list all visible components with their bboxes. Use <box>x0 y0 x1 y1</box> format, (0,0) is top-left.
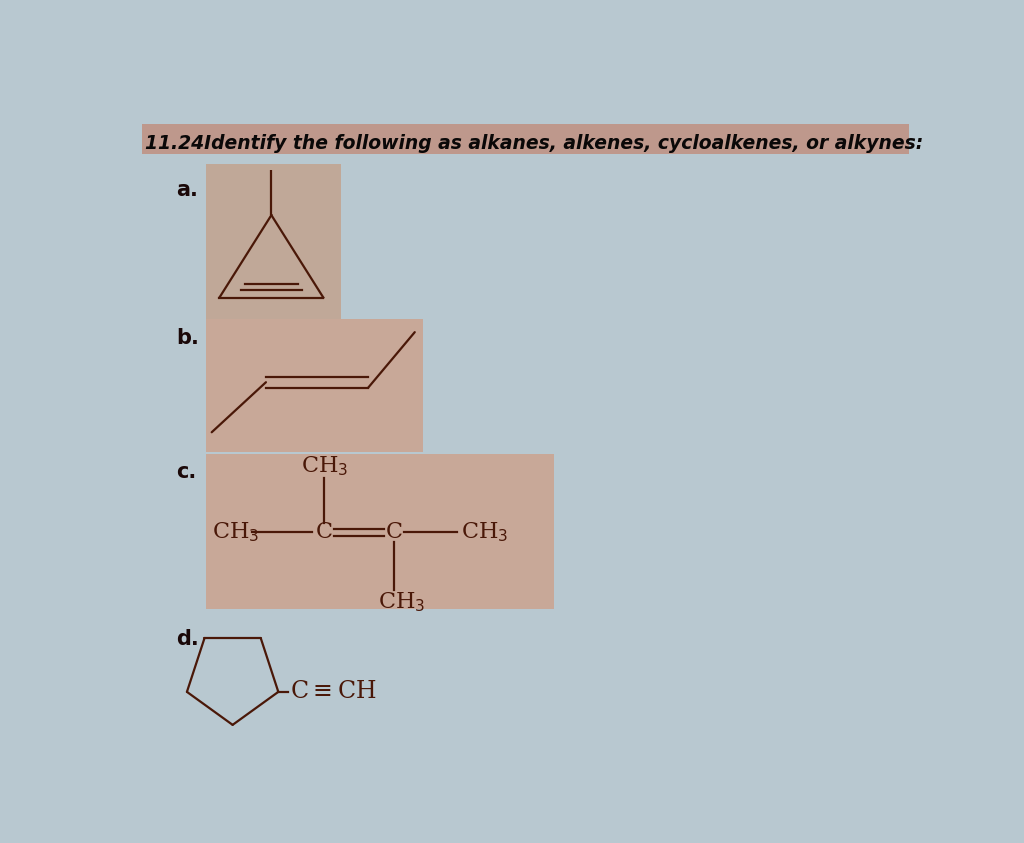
Text: CH$_3$: CH$_3$ <box>212 521 259 545</box>
Text: C: C <box>315 521 333 544</box>
Text: a.: a. <box>176 180 198 200</box>
Text: CH$_3$: CH$_3$ <box>461 521 508 545</box>
Bar <box>206 164 341 319</box>
Bar <box>206 319 423 452</box>
Text: CH$_3$: CH$_3$ <box>300 455 347 479</box>
Text: C: C <box>385 521 402 544</box>
Text: 11.24Identify the following as alkanes, alkenes, cycloalkenes, or alkynes:: 11.24Identify the following as alkanes, … <box>145 134 924 153</box>
Text: CH$_3$: CH$_3$ <box>378 590 425 614</box>
Text: C$\equiv$CH: C$\equiv$CH <box>290 680 377 703</box>
Text: c.: c. <box>176 461 197 481</box>
Bar <box>206 454 554 609</box>
Bar <box>142 124 909 153</box>
Text: d.: d. <box>176 630 199 649</box>
Text: b.: b. <box>176 328 199 348</box>
